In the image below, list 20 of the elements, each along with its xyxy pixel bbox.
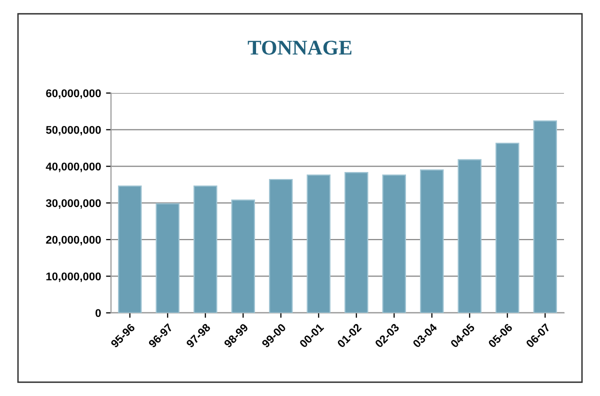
- y-tick-label: 40,000,000: [46, 162, 101, 172]
- bar: [382, 174, 406, 313]
- y-tick-label: 0: [96, 309, 101, 317]
- bar: [231, 199, 256, 313]
- bar: [193, 186, 218, 313]
- bar: [306, 174, 331, 313]
- bar: [533, 120, 558, 313]
- bar: [344, 172, 368, 313]
- bar: [156, 203, 180, 313]
- bar: [420, 169, 444, 313]
- y-tick-label: 60,000,000: [46, 89, 101, 99]
- y-tick-label: 20,000,000: [46, 236, 101, 246]
- y-tick-label: 30,000,000: [46, 199, 101, 209]
- bar: [118, 186, 142, 313]
- bar: [268, 178, 293, 313]
- y-tick-label: 10,000,000: [46, 272, 101, 282]
- bar: [458, 159, 482, 313]
- y-tick-label: 50,000,000: [46, 126, 101, 136]
- chart-title: TONNAGE: [248, 40, 352, 55]
- bar: [495, 142, 520, 313]
